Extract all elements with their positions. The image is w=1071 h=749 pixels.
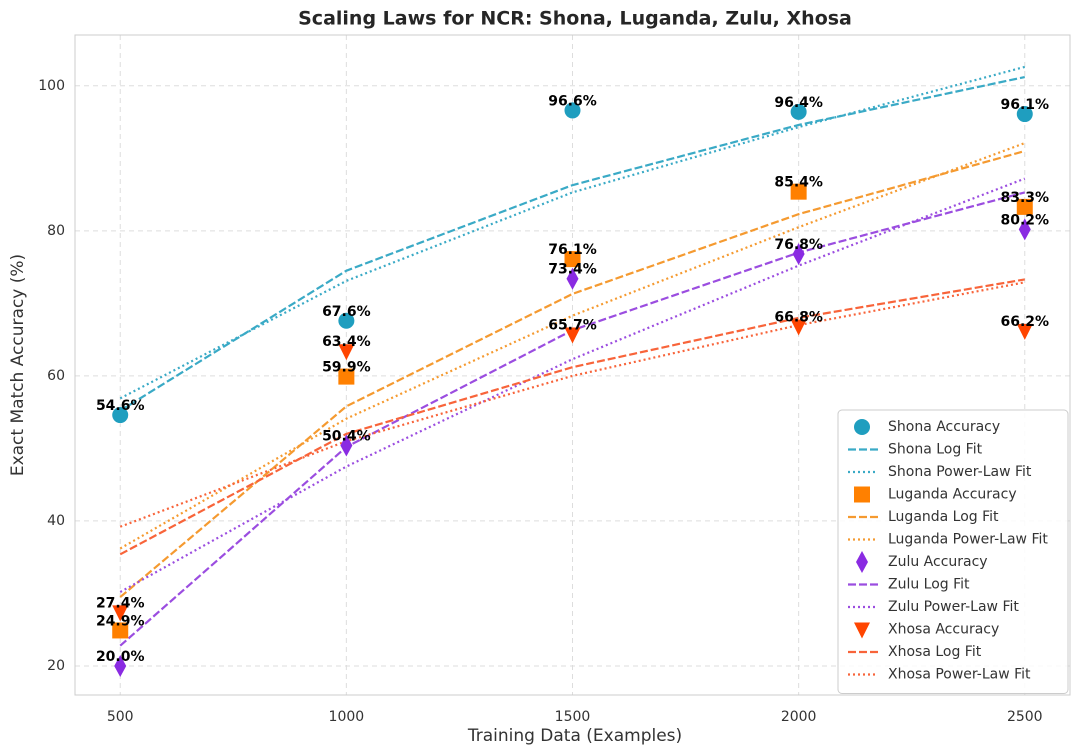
x-tick-label: 1000 xyxy=(329,709,365,725)
y-tick-label: 80 xyxy=(47,223,65,239)
legend-label: Luganda Power-Law Fit xyxy=(888,532,1048,548)
y-axis-label: Exact Match Accuracy (%) xyxy=(8,254,28,476)
y-tick-label: 20 xyxy=(47,658,65,674)
marker xyxy=(1016,106,1033,123)
value-label: 96.6% xyxy=(548,93,597,109)
x-axis-label: Training Data (Examples) xyxy=(467,726,682,746)
fit-line xyxy=(119,281,1025,528)
value-label: 59.9% xyxy=(322,360,371,376)
fit-line xyxy=(119,65,1026,400)
value-label: 63.4% xyxy=(322,334,371,350)
marker xyxy=(1018,218,1031,241)
legend-label: Zulu Power-Law Fit xyxy=(888,599,1019,615)
value-label: 50.4% xyxy=(322,429,371,445)
x-tick-label: 2500 xyxy=(1007,709,1043,725)
marker xyxy=(856,551,868,573)
value-label: 83.3% xyxy=(1000,190,1049,206)
chart-title: Scaling Laws for NCR: Shona, Luganda, Zu… xyxy=(298,8,852,30)
value-label: 85.4% xyxy=(774,175,823,191)
x-tick-label: 500 xyxy=(107,709,134,725)
legend-label: Luganda Accuracy xyxy=(888,487,1017,503)
value-label: 96.1% xyxy=(1000,97,1049,113)
value-label: 27.4% xyxy=(96,595,145,611)
marker xyxy=(854,419,870,435)
marker xyxy=(338,312,355,329)
legend-box xyxy=(837,409,1069,694)
y-tick-label: 60 xyxy=(47,368,65,384)
marker xyxy=(338,368,355,385)
plot-frame xyxy=(74,34,1071,696)
value-label: 54.6% xyxy=(96,398,145,414)
fit-line xyxy=(119,75,1026,412)
marker xyxy=(566,267,579,290)
y-tick-label: 100 xyxy=(38,78,65,94)
marker xyxy=(338,344,355,361)
y-tick-label: 40 xyxy=(47,513,65,529)
value-label: 65.7% xyxy=(548,318,597,334)
value-label: 66.8% xyxy=(774,310,823,326)
marker xyxy=(564,102,581,119)
x-tick-label: 1500 xyxy=(555,709,591,725)
legend-label: Zulu Log Fit xyxy=(888,577,970,593)
marker xyxy=(112,605,129,622)
marker xyxy=(792,243,805,266)
value-label: 76.1% xyxy=(548,242,597,258)
marker xyxy=(112,407,129,424)
marker xyxy=(340,434,353,457)
value-label: 96.4% xyxy=(774,95,823,111)
marker xyxy=(112,622,129,639)
value-label: 66.2% xyxy=(1000,314,1049,330)
value-label: 67.6% xyxy=(322,304,371,320)
legend-label: Shona Log Fit xyxy=(888,442,983,458)
x-tick-label: 2000 xyxy=(781,709,817,725)
marker xyxy=(854,622,870,639)
legend-label: Xhosa Power-Law Fit xyxy=(888,667,1031,683)
marker xyxy=(790,183,807,200)
value-label: 73.4% xyxy=(548,262,597,278)
marker xyxy=(854,486,870,503)
marker xyxy=(564,327,581,344)
value-label: 24.9% xyxy=(96,613,145,629)
marker xyxy=(114,654,127,677)
legend-label: Shona Accuracy xyxy=(888,419,1000,435)
fit-line xyxy=(119,278,1025,556)
marker xyxy=(1016,323,1033,340)
legend-label: Shona Power-Law Fit xyxy=(888,464,1032,480)
legend-label: Xhosa Accuracy xyxy=(888,622,999,638)
value-label: 20.0% xyxy=(96,649,145,665)
value-label: 76.8% xyxy=(774,237,823,253)
legend-label: Zulu Accuracy xyxy=(888,554,988,570)
marker xyxy=(564,251,581,268)
value-label: 80.2% xyxy=(1000,212,1049,228)
marker xyxy=(1016,198,1033,215)
marker xyxy=(790,103,807,120)
legend-label: Xhosa Log Fit xyxy=(888,644,982,660)
legend-label: Luganda Log Fit xyxy=(888,509,999,525)
marker xyxy=(790,319,807,336)
